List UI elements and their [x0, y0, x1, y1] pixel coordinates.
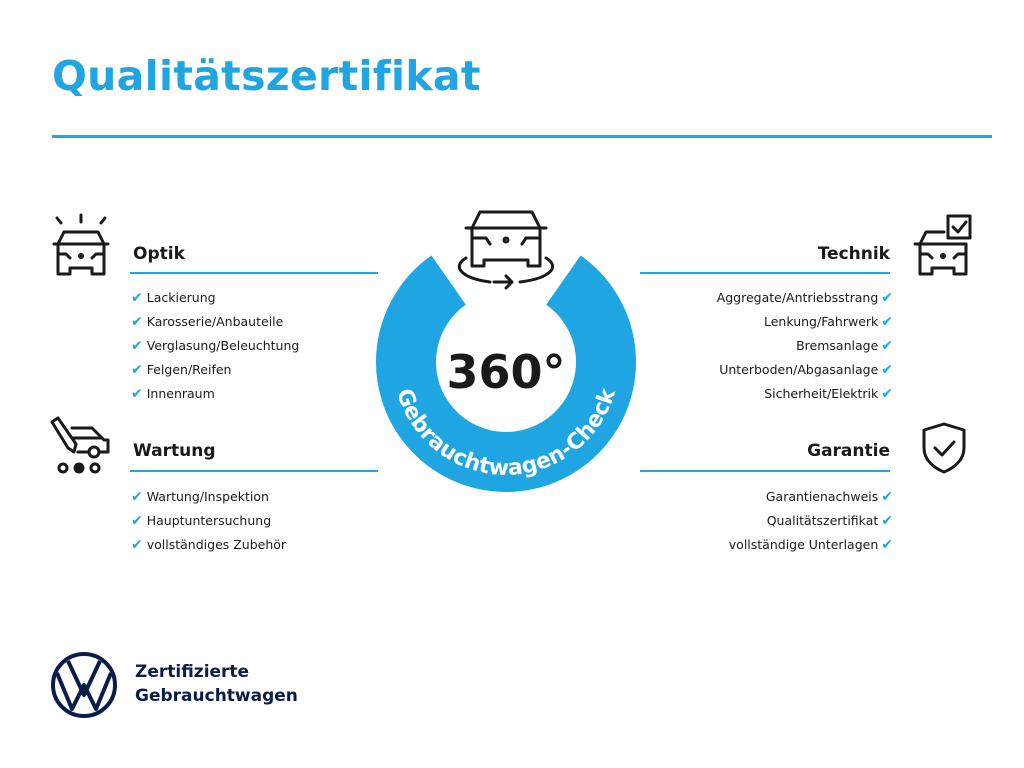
list-item: Garantienachweis ✔ [765, 489, 893, 505]
page-title: Qualitätszertifikat [52, 52, 481, 100]
check-icon: ✔ [881, 290, 893, 306]
list-item: Bremsanlage ✔ [796, 338, 893, 354]
list-item: Unterboden/Abgasanlage ✔ [719, 362, 893, 378]
list-item: ✔ Wartung/Inspektion [131, 489, 269, 505]
section-divider [130, 272, 378, 274]
check-icon: ✔ [131, 362, 143, 378]
badge-ring [376, 255, 636, 492]
technik-list: Aggregate/Antriebsstrang ✔ Lenkung/Fahrwe… [600, 286, 893, 406]
garantie-list: Garantienachweis ✔ Qualitätszertifikat ✔ v… [600, 485, 893, 557]
check-icon: ✔ [881, 513, 893, 529]
rotating-car-icon [458, 210, 554, 290]
title-divider [52, 135, 992, 138]
section-divider [130, 470, 378, 472]
check-icon: ✔ [881, 362, 893, 378]
service-van-icon [50, 416, 110, 474]
car-lights-icon [52, 213, 110, 276]
optik-list: ✔ Lackierung ✔ Karosserie/Anbauteile ✔ Verg… [131, 286, 299, 406]
check-icon: ✔ [881, 314, 893, 330]
shield-check-icon [922, 422, 966, 474]
check-icon: ✔ [881, 386, 893, 402]
section-heading-wartung: Wartung [133, 441, 216, 461]
vw-logo [51, 652, 117, 718]
section-heading-technik: Technik [817, 244, 890, 264]
list-item: Qualitätszertifikat ✔ [766, 513, 893, 529]
list-item: ✔ Hauptuntersuchung [131, 513, 272, 529]
list-item: ✔ Karosserie/Anbauteile [131, 314, 284, 330]
car-checkbox-icon [913, 214, 972, 276]
check-icon: ✔ [131, 314, 143, 330]
brand-text: Zertifizierte Gebrauchtwagen [135, 662, 298, 706]
list-item: vollständige Unterlagen ✔ [728, 537, 893, 553]
list-item: Sicherheit/Elektrik ✔ [764, 386, 893, 402]
check-icon: ✔ [881, 338, 893, 354]
check-icon: ✔ [881, 489, 893, 505]
section-divider [640, 470, 890, 472]
section-divider [640, 272, 890, 274]
section-heading-optik: Optik [133, 244, 185, 264]
check-icon: ✔ [131, 338, 143, 354]
list-item: ✔ Verglasung/Beleuchtung [131, 338, 300, 354]
check-icon: ✔ [131, 513, 143, 529]
list-item: Lenkung/Fahrwerk ✔ [764, 314, 893, 330]
list-item: ✔ Lackierung [131, 290, 216, 306]
wartung-list: ✔ Wartung/Inspektion ✔ Hauptuntersuchung ✔… [131, 485, 286, 557]
check-icon: ✔ [881, 537, 893, 553]
list-item: Aggregate/Antriebsstrang ✔ [716, 290, 893, 306]
list-item: ✔ vollständiges Zubehör [131, 537, 287, 553]
check-icon: ✔ [131, 537, 143, 553]
list-item: ✔ Innenraum [131, 386, 215, 402]
badge-number: 360° [446, 345, 565, 399]
check-icon: ✔ [131, 290, 143, 306]
list-item: ✔ Felgen/Reifen [131, 362, 232, 378]
check-icon: ✔ [131, 489, 143, 505]
check-icon: ✔ [131, 386, 143, 402]
section-heading-garantie: Garantie [807, 441, 890, 461]
